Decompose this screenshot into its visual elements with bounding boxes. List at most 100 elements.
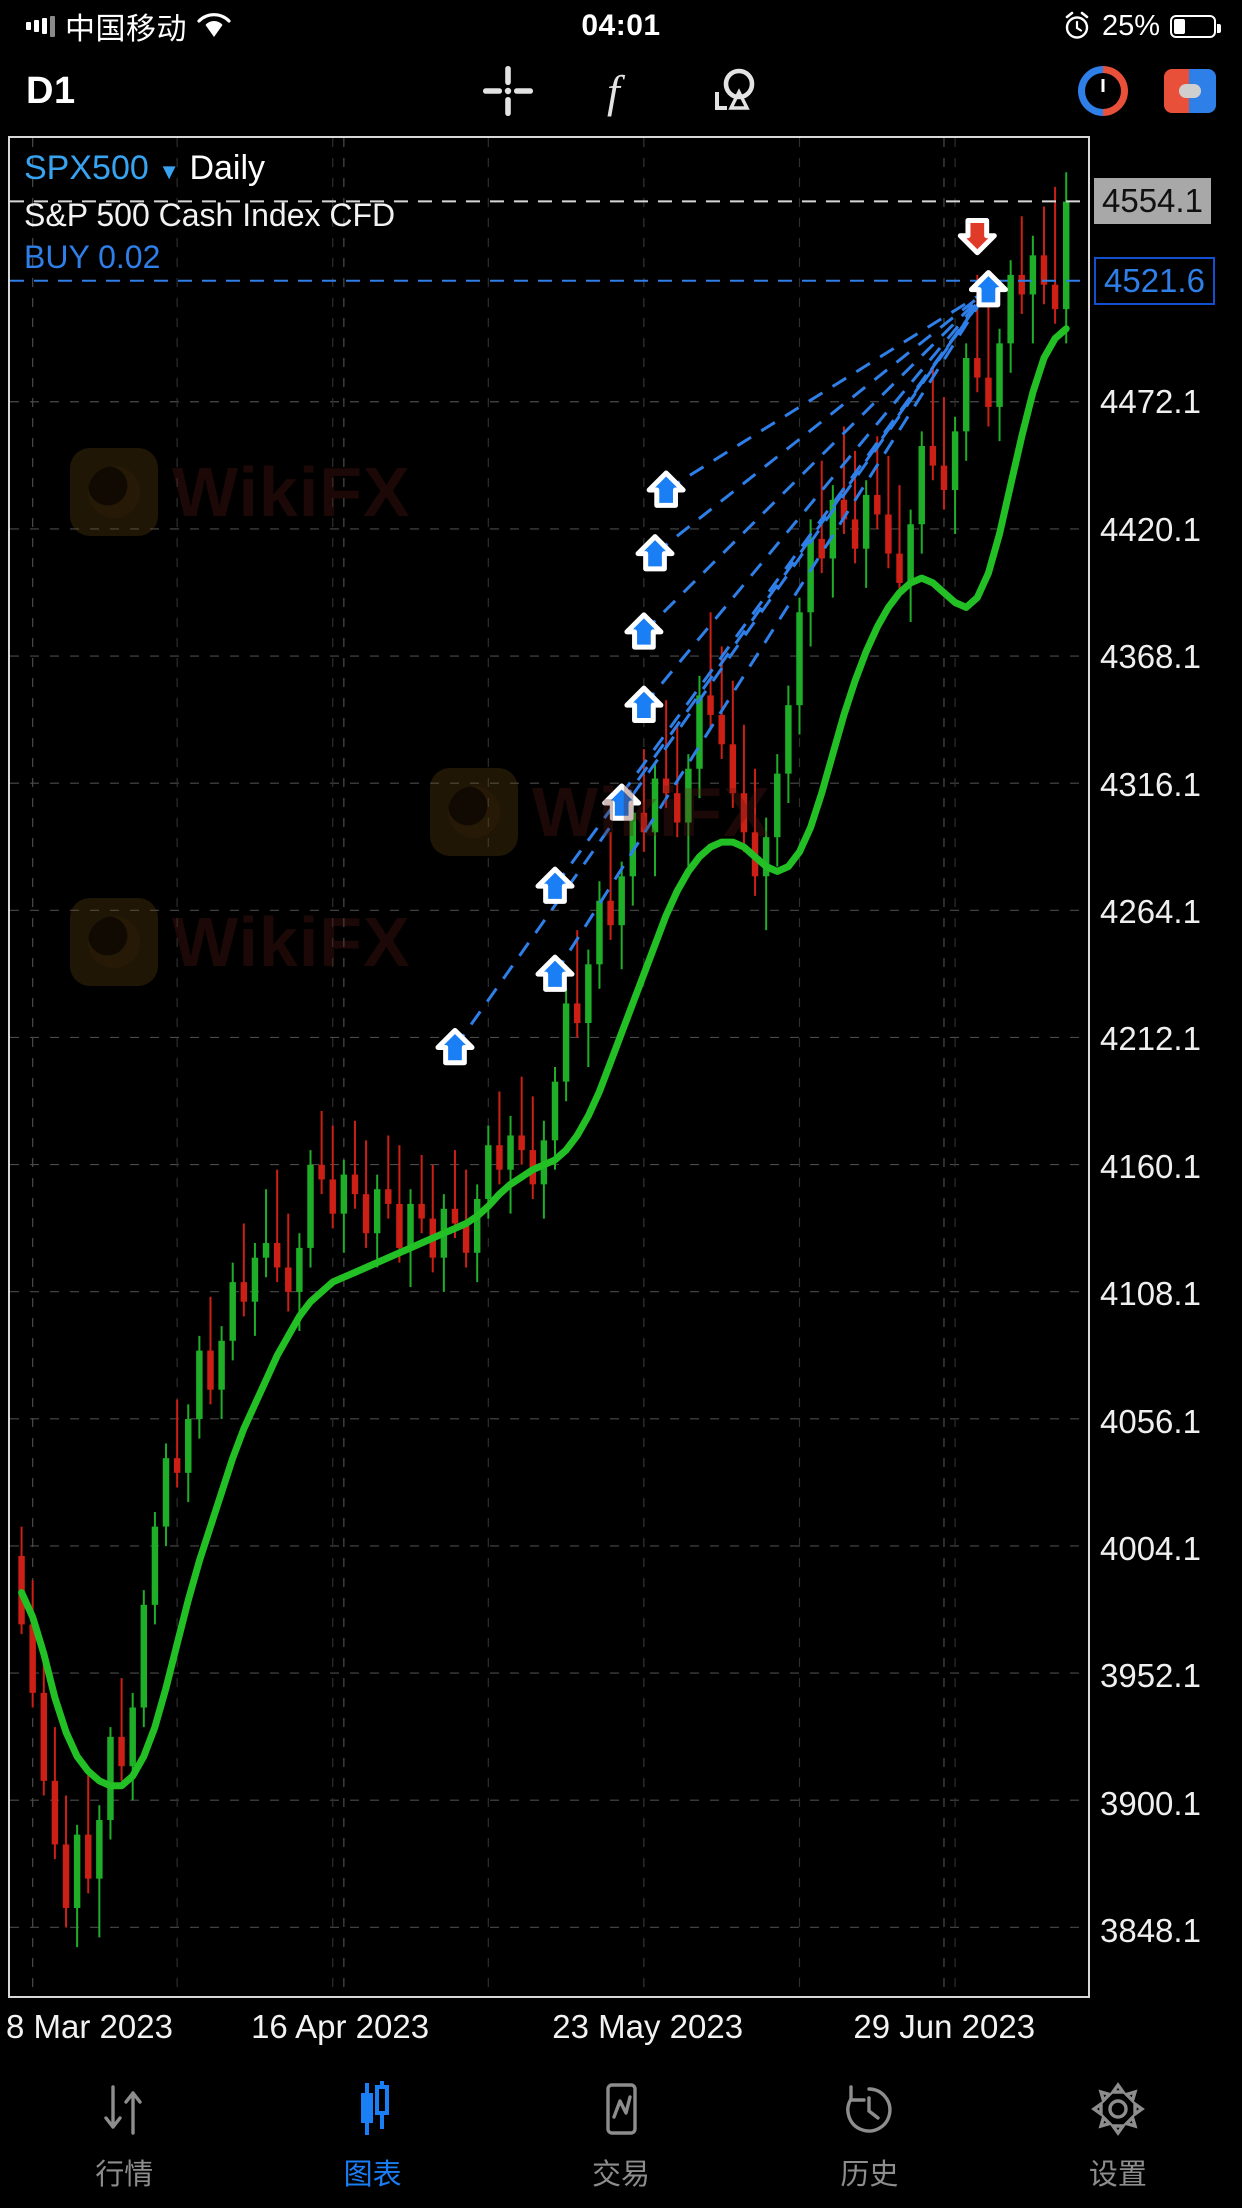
- candle-body: [907, 524, 914, 583]
- candle-body: [562, 1003, 570, 1082]
- buy-arrow-icon[interactable]: [635, 534, 675, 572]
- candle-body: [1029, 255, 1037, 295]
- symbol-label[interactable]: SPX500: [24, 149, 149, 187]
- buy-arrow-icon[interactable]: [435, 1027, 475, 1066]
- price-axis-tick: 4212.1: [1100, 1020, 1201, 1058]
- sell-arrow-icon[interactable]: [957, 217, 997, 256]
- candle-body: [651, 778, 659, 833]
- open-position-label[interactable]: BUY 0.02: [24, 239, 161, 275]
- candle-body: [851, 519, 859, 549]
- candle-body: [396, 1203, 403, 1248]
- chat-icon[interactable]: [1164, 69, 1216, 113]
- buy-arrow-icon[interactable]: [646, 470, 686, 508]
- candle-body: [207, 1350, 214, 1390]
- candle-body: [740, 793, 748, 833]
- candle-body: [662, 778, 670, 794]
- candlestick-icon: [344, 2077, 402, 2139]
- candle-body: [962, 358, 970, 432]
- candle-body: [307, 1164, 314, 1248]
- wifi-icon: [197, 13, 231, 39]
- candle-body: [929, 446, 937, 466]
- price-axis-tick: 4264.1: [1100, 892, 1201, 930]
- buy-arrow-icon[interactable]: [535, 866, 575, 904]
- candle-body: [96, 1819, 103, 1879]
- crosshair-icon[interactable]: [479, 62, 537, 120]
- bottom-tab-bar: 行情 图表 交易 历史: [0, 2062, 1242, 2208]
- tab-quotes[interactable]: 行情: [0, 2077, 248, 2193]
- candle-body: [151, 1526, 159, 1605]
- tab-settings[interactable]: 设置: [994, 2077, 1242, 2193]
- position-line: [642, 288, 990, 633]
- candle-body: [885, 514, 892, 554]
- tab-trade[interactable]: 交易: [497, 2077, 745, 2193]
- candle-body: [640, 812, 648, 833]
- candle-body: [451, 1208, 459, 1224]
- position-line: [553, 288, 990, 887]
- period-label: Daily: [189, 149, 266, 187]
- candle-body: [685, 768, 692, 823]
- candle-body: [585, 964, 592, 1023]
- price-axis-tick: 4368.1: [1100, 638, 1201, 676]
- candle-body: [807, 538, 814, 613]
- candle-body: [707, 695, 714, 715]
- price-axis-tick: 3848.1: [1100, 1912, 1201, 1950]
- candle-body: [985, 377, 992, 407]
- status-time: 04:01: [581, 9, 661, 42]
- price-axis[interactable]: 4472.1 4420.1 4368.1 4316.1 4264.1 4212.1 4160…: [1092, 136, 1242, 1998]
- chart-header: SPX500 ▼ Daily S&P 500 Cash Index CFD BU…: [24, 146, 395, 278]
- clock-icon[interactable]: [1078, 66, 1128, 116]
- candle-body: [251, 1257, 259, 1302]
- candle-body: [774, 773, 781, 838]
- candle-body: [485, 1145, 492, 1200]
- chart-toolbar: D1 f: [0, 52, 1242, 130]
- candle-body: [362, 1194, 370, 1234]
- tab-charts[interactable]: 图表: [248, 2077, 496, 2193]
- objects-icon[interactable]: [701, 62, 763, 120]
- tab-label: 行情: [95, 2159, 154, 2191]
- buy-price-label[interactable]: 4521.6: [1094, 257, 1215, 306]
- position-line: [453, 288, 990, 1049]
- tab-label: 交易: [592, 2159, 651, 2191]
- candle-body: [874, 494, 881, 515]
- quotes-arrows-icon: [95, 2077, 153, 2139]
- candle-body: [107, 1736, 114, 1820]
- battery-icon: [1170, 14, 1221, 38]
- carrier-label: 中国移动: [65, 13, 187, 46]
- chevron-down-icon[interactable]: ▼: [158, 159, 180, 184]
- candle-body: [629, 812, 637, 877]
- buy-arrow-icon[interactable]: [968, 270, 1008, 308]
- date-axis-tick: 29 Jun 2023: [853, 2008, 1036, 2045]
- candle-body: [496, 1145, 503, 1170]
- chart-canvas[interactable]: [10, 138, 1088, 1996]
- candle-body: [596, 900, 603, 965]
- date-axis-tick: 16 Apr 2023: [251, 2008, 430, 2045]
- trade-phone-icon: [592, 2077, 650, 2139]
- candle-body: [329, 1179, 336, 1214]
- candle-body: [674, 793, 681, 823]
- candle-body: [1062, 201, 1070, 310]
- status-bar-right: 25%: [1062, 0, 1221, 52]
- price-chart[interactable]: WikiFX WikiFX WikiFX SPX500 ▼ Daily S&P …: [8, 136, 1090, 1998]
- symbol-row[interactable]: SPX500 ▼ Daily: [24, 146, 395, 194]
- tab-label: 历史: [840, 2159, 899, 2191]
- function-indicator-icon[interactable]: f: [597, 62, 641, 120]
- buy-arrow-icon[interactable]: [535, 954, 575, 992]
- candle-body: [1040, 255, 1048, 285]
- candle-body: [796, 612, 803, 706]
- buy-arrow-icon[interactable]: [624, 685, 664, 723]
- buy-arrow-icon[interactable]: [624, 612, 664, 650]
- candle-body: [818, 538, 825, 559]
- candle-body: [318, 1164, 325, 1180]
- alarm-icon: [1062, 11, 1092, 41]
- buy-arrow-icon[interactable]: [602, 783, 642, 821]
- price-axis-tick: 4472.1: [1100, 383, 1201, 421]
- timeframe-button[interactable]: D1: [26, 69, 76, 112]
- tab-history[interactable]: 历史: [745, 2077, 993, 2193]
- candle-body: [951, 431, 959, 491]
- svg-text:f: f: [607, 66, 626, 117]
- candle-body: [340, 1174, 348, 1214]
- candle-body: [829, 499, 837, 559]
- candle-body: [473, 1199, 481, 1253]
- price-axis-tick: 3952.1: [1100, 1657, 1201, 1695]
- price-axis-tick: 4056.1: [1100, 1402, 1201, 1440]
